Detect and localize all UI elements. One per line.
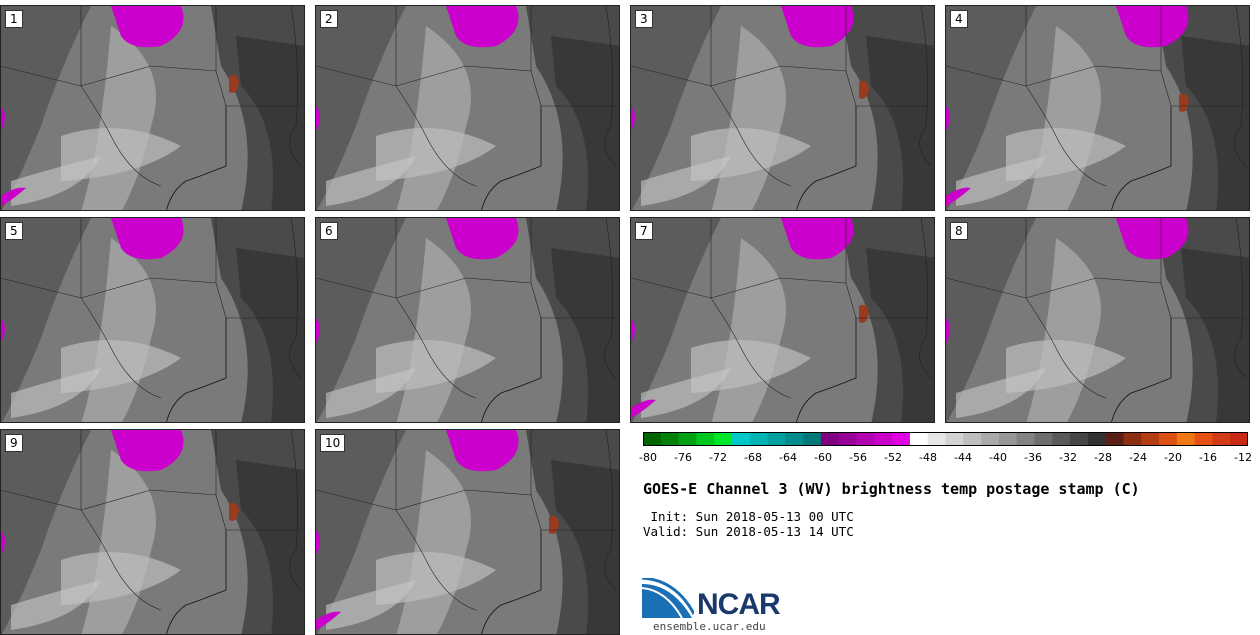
colorbar-tick: -68 bbox=[744, 451, 762, 464]
map-panel-7: 7 bbox=[630, 217, 935, 423]
colorbar-segment bbox=[945, 432, 964, 446]
colorbar-tick: -80 bbox=[639, 451, 657, 464]
map-panel-8: 8 bbox=[945, 217, 1250, 423]
panel-label: 4 bbox=[950, 10, 968, 28]
colorbar-segment bbox=[696, 432, 715, 446]
colorbar-segment bbox=[856, 432, 875, 446]
logo-url: ensemble.ucar.edu bbox=[653, 620, 766, 633]
map-field bbox=[946, 218, 1249, 422]
map-panel-4: 4 bbox=[945, 5, 1250, 211]
colorbar-segment bbox=[1230, 432, 1248, 446]
panel-label: 2 bbox=[320, 10, 338, 28]
colorbar-segment bbox=[1141, 432, 1160, 446]
map-field bbox=[316, 430, 619, 634]
map-field bbox=[316, 6, 619, 210]
colorbar-segment bbox=[892, 432, 911, 446]
panel-label: 1 bbox=[5, 10, 23, 28]
map-panel-2: 2 bbox=[315, 5, 620, 211]
map-field bbox=[1, 430, 304, 634]
panel-label: 5 bbox=[5, 222, 23, 240]
colorbar-tick: -16 bbox=[1199, 451, 1217, 464]
colorbar-tick: -32 bbox=[1059, 451, 1077, 464]
colorbar-tick: -48 bbox=[919, 451, 937, 464]
colorbar-segment bbox=[731, 432, 751, 446]
colorbar-segment bbox=[838, 432, 858, 446]
map-panel-9: 9 bbox=[0, 429, 305, 635]
colorbar-tick: -20 bbox=[1164, 451, 1182, 464]
colorbar-segment bbox=[1159, 432, 1178, 446]
map-field bbox=[316, 218, 619, 422]
map-field bbox=[1, 6, 304, 210]
colorbar-segment bbox=[1087, 432, 1107, 446]
colorbar-segment bbox=[927, 432, 946, 446]
panel-label: 9 bbox=[5, 434, 23, 452]
colorbar-tick: -24 bbox=[1129, 451, 1147, 464]
map-panel-1: 1 bbox=[0, 5, 305, 211]
valid-time: Valid: Sun 2018-05-13 14 UTC bbox=[643, 524, 854, 539]
panel-label: 10 bbox=[320, 434, 346, 452]
map-panel-6: 6 bbox=[315, 217, 620, 423]
colorbar-segment bbox=[998, 432, 1018, 446]
colorbar-tick: -44 bbox=[954, 451, 972, 464]
map-panel-3: 3 bbox=[630, 5, 935, 211]
panel-label: 8 bbox=[950, 222, 968, 240]
ncar-logo-text: NCAR bbox=[697, 588, 781, 621]
ncar-logo-icon bbox=[642, 578, 694, 619]
colorbar-segment bbox=[1052, 432, 1071, 446]
colorbar-segment bbox=[785, 432, 804, 446]
colorbar-segment bbox=[678, 432, 697, 446]
colorbar-segment bbox=[909, 432, 929, 446]
colorbar-tick: -64 bbox=[779, 451, 797, 464]
chart-title: GOES-E Channel 3 (WV) brightness temp po… bbox=[643, 480, 1140, 498]
colorbar-segment bbox=[803, 432, 822, 446]
colorbar-segment bbox=[749, 432, 769, 446]
map-field bbox=[631, 6, 934, 210]
panel-label: 7 bbox=[635, 222, 653, 240]
map-field bbox=[1, 218, 304, 422]
colorbar-tick: -60 bbox=[814, 451, 832, 464]
colorbar-segment bbox=[767, 432, 786, 446]
map-field bbox=[946, 6, 1249, 210]
panel-label: 6 bbox=[320, 222, 338, 240]
colorbar-segment bbox=[963, 432, 982, 446]
colorbar-tick: -28 bbox=[1094, 451, 1112, 464]
colorbar-segment bbox=[1176, 432, 1196, 446]
colorbar-tick: -56 bbox=[849, 451, 867, 464]
map-panel-5: 5 bbox=[0, 217, 305, 423]
colorbar-segment bbox=[981, 432, 1000, 446]
colorbar-segment bbox=[1070, 432, 1089, 446]
colorbar-segment bbox=[1034, 432, 1053, 446]
colorbar-segment bbox=[1212, 432, 1231, 446]
colorbar-segment bbox=[643, 432, 662, 446]
map-field bbox=[631, 218, 934, 422]
colorbar-segment bbox=[874, 432, 893, 446]
colorbar-segment bbox=[820, 432, 840, 446]
colorbar-tick: -52 bbox=[884, 451, 902, 464]
colorbar-tick: -40 bbox=[989, 451, 1007, 464]
colorbar-segment bbox=[1016, 432, 1035, 446]
colorbar-tick: -76 bbox=[674, 451, 692, 464]
init-time: Init: Sun 2018-05-13 00 UTC bbox=[643, 509, 854, 524]
colorbar-segment bbox=[714, 432, 733, 446]
colorbar-segment bbox=[660, 432, 680, 446]
panel-label: 3 bbox=[635, 10, 653, 28]
colorbar-tick: -36 bbox=[1024, 451, 1042, 464]
map-panel-10: 10 bbox=[315, 429, 620, 635]
colorbar-segment bbox=[1194, 432, 1213, 446]
colorbar-tick: -12 bbox=[1234, 451, 1252, 464]
colorbar-segment bbox=[1123, 432, 1142, 446]
colorbar bbox=[643, 432, 1248, 446]
colorbar-tick: -72 bbox=[709, 451, 727, 464]
colorbar-segment bbox=[1105, 432, 1124, 446]
